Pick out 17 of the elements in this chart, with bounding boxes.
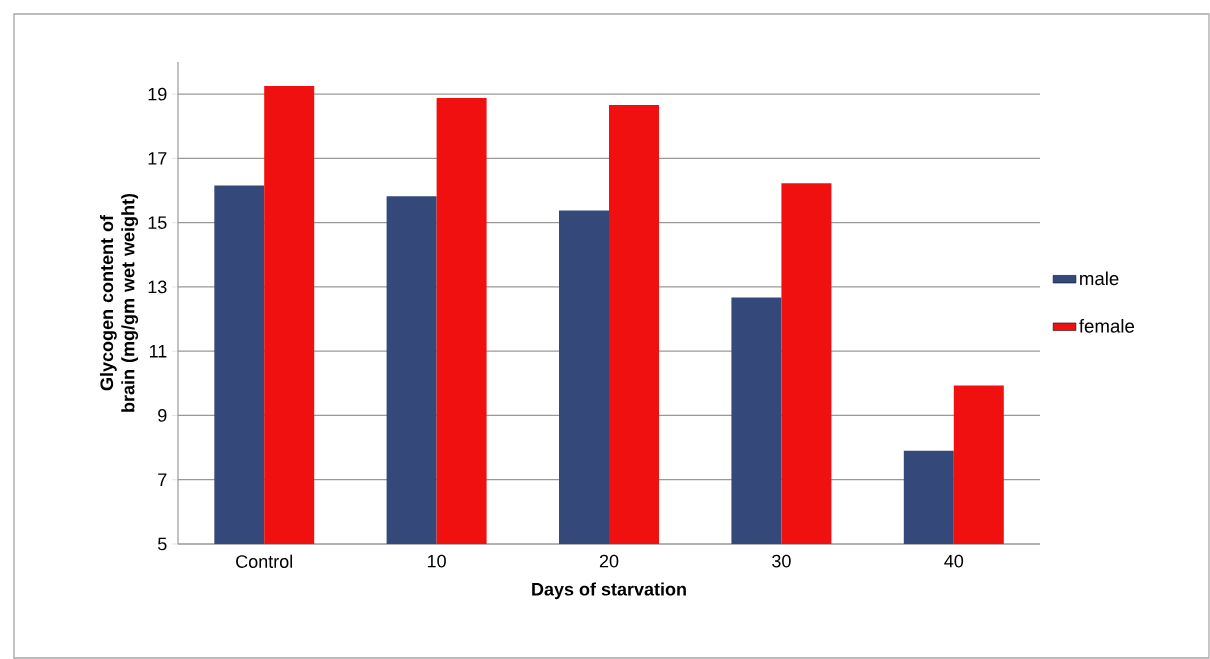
y-tick-label: 11	[149, 345, 167, 358]
y-tick-label: 7	[158, 473, 167, 486]
y-tick-label: 19	[148, 87, 167, 101]
x-tick-label: Control	[236, 554, 293, 568]
legend-label: male	[1080, 271, 1119, 286]
x-tick-label: 10	[427, 554, 446, 568]
x-tick-label: 20	[599, 554, 619, 568]
x-tick-label: 30	[772, 554, 791, 568]
x-tick-label: 40	[944, 554, 964, 568]
legend-label: female	[1079, 318, 1135, 333]
y-tick-label: 17	[148, 152, 167, 165]
y-tick-label: 15	[148, 216, 167, 229]
y-tick-label: 5	[158, 537, 167, 551]
y-tick-label: 9	[158, 409, 167, 422]
y-axis-title: Glycogen content of brain (mg/gm wet weight)	[99, 193, 139, 412]
x-axis-title: Days of starvation	[532, 582, 686, 600]
y-tick-label: 13	[148, 280, 167, 294]
